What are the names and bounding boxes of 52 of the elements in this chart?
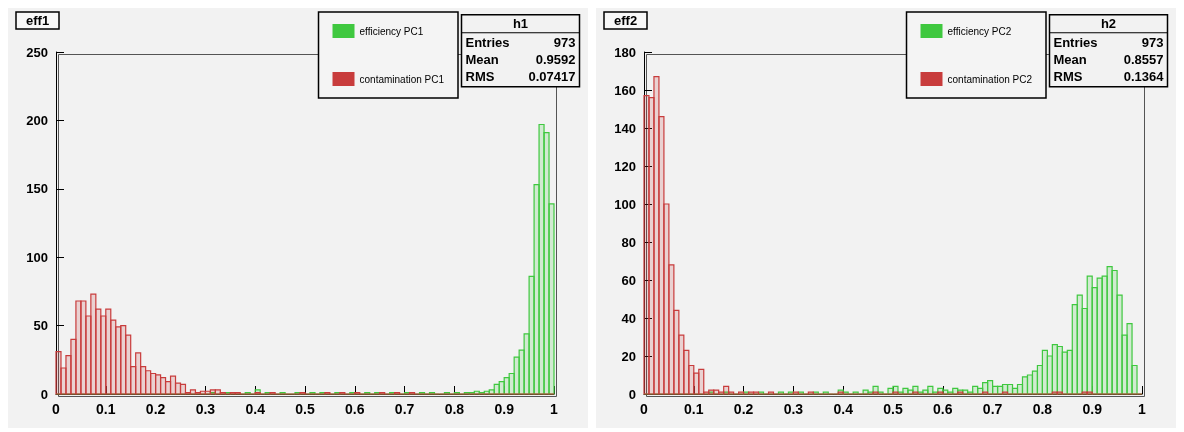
x-tick-label: 0.2 [733, 401, 754, 417]
x-tick-label: 0 [640, 401, 649, 417]
legend-label: contamination PC2 [947, 73, 1033, 85]
y-tick-label: 150 [26, 181, 48, 197]
legend-label: contamination PC1 [359, 73, 445, 85]
text: h2 [1100, 15, 1117, 31]
chart-title: eff2 [614, 13, 638, 28]
text: h1 [512, 15, 529, 31]
y-tick-label: 180 [614, 44, 636, 60]
x-tick-label: 0.9 [494, 401, 515, 417]
x-tick-label: 1 [550, 401, 559, 417]
x-tick-label: 1 [1138, 401, 1147, 417]
x-tick-label: 0.2 [145, 401, 166, 417]
x-tick-label: 0.7 [982, 401, 1003, 417]
x-tick-label: 0.7 [394, 401, 415, 417]
x-tick-label: 0.6 [345, 401, 365, 417]
y-tick-label: 140 [614, 120, 636, 136]
x-tick-label: 0.5 [883, 401, 903, 417]
y-tick-label: 0 [40, 386, 48, 402]
x-tick-label: 0.8 [1032, 401, 1053, 417]
y-tick-label: 120 [614, 158, 636, 174]
text: RMS 0.07417 [465, 68, 576, 84]
text: RMS 0.1364 [1053, 68, 1164, 84]
legend-label: efficiency PC2 [947, 25, 1012, 37]
y-tick-label: 100 [614, 196, 636, 212]
y-tick-label: 0 [628, 386, 636, 402]
y-tick-label: 80 [621, 234, 636, 250]
x-tick-label: 0.8 [444, 401, 465, 417]
text: Entries 973 [465, 34, 576, 50]
x-tick-label: 0.3 [195, 401, 216, 417]
legend-label: efficiency PC1 [359, 25, 424, 37]
y-tick-label: 200 [26, 112, 48, 128]
x-tick-label: 0.4 [245, 401, 266, 417]
x-tick-label: 0.1 [96, 401, 116, 417]
chart-title: eff1 [26, 13, 50, 28]
y-tick-label: 250 [26, 44, 48, 60]
x-tick-label: 0 [52, 401, 61, 417]
y-tick-label: 60 [621, 272, 636, 288]
y-tick-label: 160 [614, 82, 636, 98]
x-tick-label: 0.9 [1082, 401, 1103, 417]
x-tick-label: 0.6 [933, 401, 953, 417]
text: Mean 0.8557 [1053, 51, 1164, 67]
y-tick-label: 100 [26, 249, 48, 265]
y-tick-label: 20 [621, 348, 636, 364]
x-tick-label: 0.4 [833, 401, 854, 417]
x-tick-label: 0.1 [684, 401, 704, 417]
y-tick-label: 50 [33, 318, 48, 334]
text: Entries 973 [1053, 34, 1164, 50]
x-tick-label: 0.5 [295, 401, 315, 417]
text: Mean 0.9592 [465, 51, 576, 67]
x-tick-label: 0.3 [783, 401, 804, 417]
y-tick-label: 40 [621, 310, 636, 326]
